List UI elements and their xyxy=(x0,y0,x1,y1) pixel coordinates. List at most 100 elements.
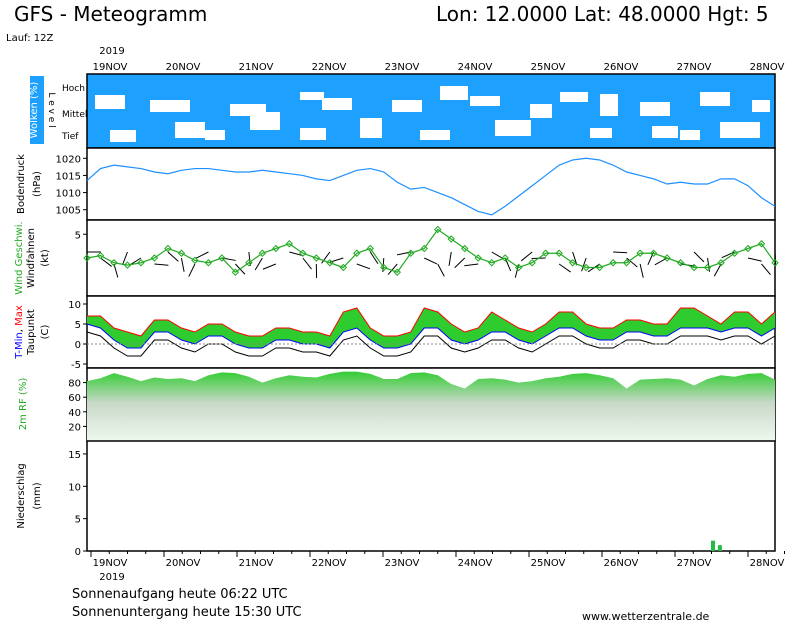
wind-axis-label: Wind Geschwi. xyxy=(14,221,25,294)
wind-point xyxy=(568,259,577,267)
cloud-gap xyxy=(420,130,450,140)
wind-point xyxy=(474,254,482,262)
wind-point xyxy=(96,251,105,260)
wind-barb xyxy=(693,251,705,263)
cloud-gap xyxy=(590,128,612,138)
time-tick-label-top: 19NOV xyxy=(93,62,128,73)
wind-barb xyxy=(321,251,331,264)
cloud-gap xyxy=(530,104,552,118)
cloud-gap xyxy=(150,100,190,112)
cloud-gap xyxy=(300,128,326,140)
wind-barb xyxy=(639,263,644,278)
wind-point xyxy=(771,259,779,267)
location-coordinates: Lon: 12.0000 Lat: 48.0000 Hgt: 5 xyxy=(436,2,769,26)
wind-barb xyxy=(558,263,571,273)
cloud-gap xyxy=(495,120,531,136)
cloud-gap xyxy=(360,118,382,138)
time-tick-label-top: 27NOV xyxy=(677,62,712,73)
wind-barb xyxy=(167,251,179,262)
cloud-gap xyxy=(205,130,225,140)
time-tick-label-top: 28NOV xyxy=(750,62,785,73)
wind-barb xyxy=(356,263,371,270)
wind-panel: 5 xyxy=(75,219,779,297)
year-label-top: 2019 xyxy=(99,46,124,57)
wind-point xyxy=(191,256,199,265)
wind-barb xyxy=(713,263,722,277)
pressure-ytick-label: 1005 xyxy=(56,206,81,217)
temperature-label-part: T-Min xyxy=(14,332,25,360)
precipitation-axis-label: Niederschlag xyxy=(16,463,27,528)
cloud-panel: Hoch Mittel Tief L e v e l xyxy=(46,73,776,149)
temperature-axis-label: T-Min, Max xyxy=(14,305,25,360)
cloud-gap xyxy=(652,126,678,138)
wind-barb xyxy=(100,257,112,267)
wind-point xyxy=(218,254,226,262)
precipitation-ytick-label: 0 xyxy=(75,547,81,558)
wind-point xyxy=(177,249,186,257)
page-title: GFS - Meteogramm xyxy=(14,2,208,26)
pressure-ytick-label: 1020 xyxy=(56,154,81,165)
cloud-level-caption: L e v e l xyxy=(46,92,56,127)
wind-point xyxy=(299,249,307,257)
wind-point xyxy=(272,244,280,253)
sunrise-text: Sonnenaufgang heute 06:22 UTC xyxy=(72,587,288,602)
cloud-gap xyxy=(700,92,730,106)
tmax-line xyxy=(87,307,776,337)
cloud-gap xyxy=(175,122,205,138)
humidity-ytick-label: 40 xyxy=(68,408,81,419)
tmin-line xyxy=(86,323,776,349)
wind-point xyxy=(380,263,388,272)
precipitation-frame xyxy=(86,440,776,552)
wind-point xyxy=(461,244,469,253)
cloud-level-label: Tief xyxy=(61,132,79,142)
wind-point xyxy=(649,249,658,257)
time-tick-label-bottom: 27NOV xyxy=(677,558,712,569)
wind-barb xyxy=(647,251,655,265)
wind-barb xyxy=(464,263,479,267)
wind-barb xyxy=(188,263,196,277)
time-tick-label-bottom: 26NOV xyxy=(604,558,639,569)
wind-point xyxy=(285,240,294,248)
wind-barb xyxy=(572,251,578,266)
temperature-axis-label: (C) xyxy=(40,325,51,340)
wind-barb xyxy=(180,257,185,272)
cloud-gap xyxy=(600,94,618,116)
time-tick-label-bottom: 20NOV xyxy=(166,558,201,569)
precipitation-bar xyxy=(717,545,722,551)
time-tick-label-top: 26NOV xyxy=(604,62,639,73)
temperature-ytick-label: -5 xyxy=(71,360,81,371)
cloud-gap xyxy=(110,130,136,142)
wind-point xyxy=(258,249,267,257)
time-tick-label-top: 22NOV xyxy=(312,62,347,73)
wind-axis-label: Windfahnen xyxy=(26,228,37,288)
wind-point xyxy=(703,263,712,272)
wind-barb xyxy=(387,263,398,275)
wind-point xyxy=(757,240,766,248)
wind-point xyxy=(582,263,590,272)
pressure-frame xyxy=(86,147,776,221)
cloud-level-label: Hoch xyxy=(62,84,85,94)
pressure-axis-label: Bodendruck xyxy=(16,154,27,214)
precipitation-panel: 0 5 10 15 xyxy=(68,440,776,558)
temperature-panel: -5 0 5 10 xyxy=(68,295,776,371)
wind-point xyxy=(447,235,455,243)
cloud-gap xyxy=(392,100,422,112)
wind-barb xyxy=(248,251,251,266)
wind-barb xyxy=(113,263,119,278)
humidity-ytick-label: 60 xyxy=(68,393,81,404)
wind-point xyxy=(245,259,253,267)
wind-point xyxy=(204,259,213,267)
cloud-gap xyxy=(752,100,770,112)
wind-barb xyxy=(774,251,777,267)
wind-point xyxy=(690,263,698,272)
wind-barb xyxy=(289,251,304,257)
wind-point xyxy=(150,254,159,262)
humidity-panel: 20 40 60 80 xyxy=(68,367,776,442)
wind-point xyxy=(528,259,536,267)
wind-barb xyxy=(626,257,638,268)
source-credit: www.wetterzentrale.de xyxy=(582,610,710,623)
wind-point xyxy=(676,259,685,267)
wind-point xyxy=(541,249,550,257)
wind-barb xyxy=(154,263,169,266)
cloud-gap xyxy=(560,92,588,102)
